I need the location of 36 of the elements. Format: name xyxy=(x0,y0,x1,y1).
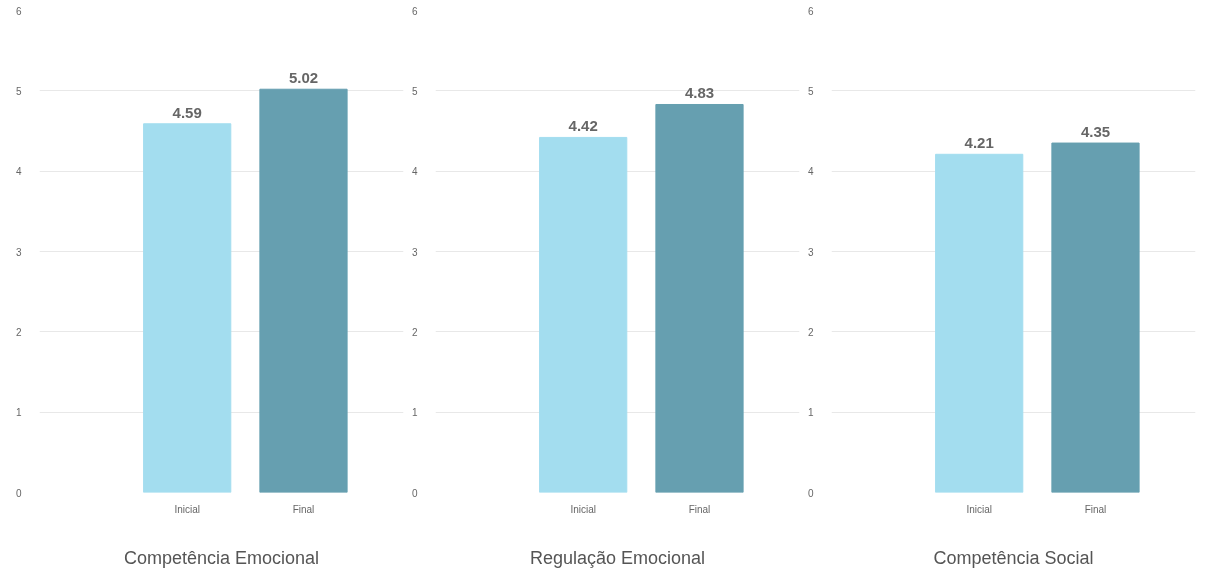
y-tick-label: 6 xyxy=(15,5,22,17)
data-label: 5.02 xyxy=(288,69,319,87)
y-tick-label: 2 xyxy=(807,326,814,338)
y-tick-label: 4 xyxy=(411,166,418,178)
y-tick-label: 4 xyxy=(807,166,814,178)
y-tick-label: 6 xyxy=(807,5,814,17)
y-tick-label: 3 xyxy=(807,246,814,258)
y-tick-label: 1 xyxy=(15,407,22,419)
y-tick-label: 2 xyxy=(411,326,418,338)
y-tick-label: 3 xyxy=(411,246,418,258)
data-label: 4.59 xyxy=(172,103,202,121)
y-tick-label: 6 xyxy=(411,5,418,17)
y-tick-label: 2 xyxy=(15,326,22,338)
x-axis-title: Competência Emocional xyxy=(123,547,320,568)
y-tick-label: 5 xyxy=(411,85,418,97)
x-axis-title: Competência Social xyxy=(933,547,1094,568)
y-tick-label: 0 xyxy=(411,487,418,499)
y-tick-label: 3 xyxy=(15,246,22,258)
y-tick-label: 5 xyxy=(807,85,814,97)
x-tick-label: Inicial xyxy=(174,503,200,515)
y-tick-label: 0 xyxy=(807,487,814,499)
x-tick-label: Inicial xyxy=(966,503,992,515)
y-tick-label: 1 xyxy=(807,407,814,419)
x-tick-label: Final xyxy=(292,503,315,515)
y-tick-label: 0 xyxy=(15,487,22,499)
y-tick-label: 4 xyxy=(15,166,22,178)
data-label: 4.35 xyxy=(1080,123,1111,141)
y-tick-label: 5 xyxy=(15,85,22,97)
data-label: 4.21 xyxy=(964,134,994,152)
x-axis-title: Regulação Emocional xyxy=(529,547,706,568)
data-label: 4.42 xyxy=(568,117,598,135)
data-label: 4.83 xyxy=(684,84,715,102)
x-tick-label: Inicial xyxy=(570,503,596,515)
y-tick-label: 1 xyxy=(411,407,418,419)
x-tick-label: Final xyxy=(688,503,711,515)
x-tick-label: Final xyxy=(1084,503,1107,515)
